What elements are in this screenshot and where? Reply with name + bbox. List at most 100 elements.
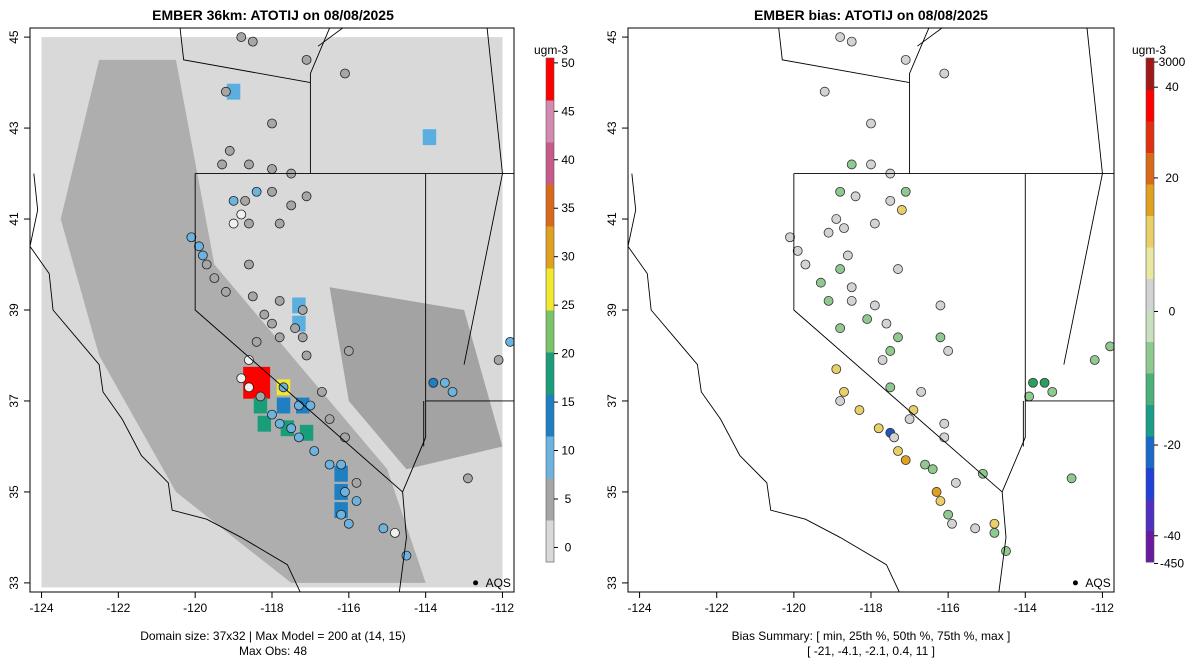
obs-site <box>301 350 312 361</box>
bias-site <box>1024 391 1035 402</box>
model-cell <box>422 129 437 146</box>
y-tick-label: 41 <box>605 212 619 226</box>
obs-site <box>236 373 247 384</box>
model-cell <box>276 397 291 414</box>
bias-site <box>939 68 950 79</box>
bias-site <box>889 432 900 443</box>
bias-site <box>846 159 857 170</box>
bias-site <box>900 455 911 465</box>
obs-site <box>324 459 335 470</box>
bias-site <box>900 54 911 65</box>
obs-site <box>221 86 231 97</box>
bias-site <box>835 323 846 334</box>
x-tick-label: -112 <box>1091 601 1114 615</box>
y-tick-label: 45 <box>605 30 619 44</box>
bias-site <box>835 396 846 406</box>
coastline <box>30 173 301 592</box>
colorbar-tick-label: 20 <box>1165 171 1179 185</box>
model-cell <box>257 415 272 432</box>
other-border <box>463 28 503 365</box>
y-tick-label: 39 <box>7 303 21 317</box>
obs-site <box>244 159 254 170</box>
colorbar-tick-label: 25 <box>561 298 575 312</box>
bias-site <box>1039 377 1050 388</box>
obs-site <box>447 386 458 397</box>
obs-site <box>351 477 362 488</box>
obs-site <box>343 518 354 529</box>
obs-site <box>244 259 254 270</box>
right-footer: Bias Summary: [ min, 25th %, 50th %, 75t… <box>628 629 1114 659</box>
left-model-map: AQS -124 -122 -120 -118 -116 -114 -112 33 35 37 39 4… <box>7 27 515 615</box>
obs-site <box>251 186 262 197</box>
right-footer-values: [ -21, -4.1, -2.1, 0.4, 11 ] <box>807 644 935 658</box>
x-tick-label: -124 <box>628 601 652 615</box>
bias-site <box>835 264 846 274</box>
y-tick-label: 41 <box>7 212 21 226</box>
bias-site <box>1066 473 1077 484</box>
bias-site <box>947 518 957 529</box>
colorbar-frame <box>545 57 555 563</box>
obs-site <box>301 191 312 202</box>
obs-site <box>378 523 389 534</box>
bias-site <box>896 205 907 215</box>
colorbar-tick-label: -40 <box>1163 529 1181 543</box>
colorbar-segment <box>546 226 554 269</box>
id-border <box>909 28 930 174</box>
obs-site <box>244 355 254 365</box>
obs-site <box>297 332 308 343</box>
left-footer: Domain size: 37x32 | Max Model = 200 at … <box>40 629 506 659</box>
y-tick-label: 43 <box>605 121 619 135</box>
colorbar-segment <box>1146 89 1154 122</box>
bias-site <box>823 296 834 306</box>
y-tick-label: 35 <box>605 485 619 499</box>
plot-frame <box>627 27 1115 593</box>
bias-site <box>850 191 861 202</box>
colorbar-segment <box>546 184 554 227</box>
x-tick-label: -114 <box>1014 601 1037 615</box>
colorbar-segment <box>546 310 554 353</box>
obs-site <box>228 195 239 206</box>
bias-site <box>885 382 896 393</box>
bias-site <box>866 118 876 129</box>
bias-site <box>839 223 849 234</box>
bias-site <box>823 227 834 238</box>
obs-site <box>209 273 220 284</box>
obs-site <box>317 386 327 397</box>
bias-site <box>900 186 911 197</box>
colorbar-segment <box>1146 436 1154 468</box>
colorbar-frame <box>1145 57 1155 563</box>
obs-site <box>290 323 300 334</box>
obs-site <box>267 186 277 197</box>
obs-site <box>286 200 297 211</box>
obs-site <box>390 527 400 538</box>
ca-nv-border <box>194 173 403 493</box>
y-tick-label: 35 <box>7 485 21 499</box>
colorbar-tick-label: -450 <box>1160 556 1184 570</box>
colorbar-tick-label: 20 <box>561 347 575 361</box>
x-tick-label: -120 <box>183 601 207 615</box>
obs-site <box>274 332 285 343</box>
coastline <box>628 173 900 592</box>
bias-site <box>989 518 1000 529</box>
obs-site <box>251 336 262 347</box>
bias-site <box>935 332 946 343</box>
map-content <box>30 28 514 592</box>
aqs-label: AQS <box>1085 576 1110 590</box>
x-tick-label: -116 <box>937 601 960 615</box>
colorbar-segment <box>1146 341 1154 374</box>
obs-site <box>309 446 320 456</box>
colorbar-tick-label: -20 <box>1163 438 1181 452</box>
model-cell <box>226 83 241 100</box>
bias-site <box>869 218 880 229</box>
obs-site <box>267 164 277 174</box>
obs-site <box>286 423 297 434</box>
aqs-marker <box>1072 580 1078 586</box>
bias-site <box>885 195 896 206</box>
bias-site <box>842 250 853 261</box>
obs-site <box>224 145 235 156</box>
bias-site <box>831 214 842 224</box>
bias-site <box>943 509 954 520</box>
obs-site <box>255 391 266 402</box>
or-border <box>755 0 832 14</box>
x-tick-label: -114 <box>414 601 437 615</box>
